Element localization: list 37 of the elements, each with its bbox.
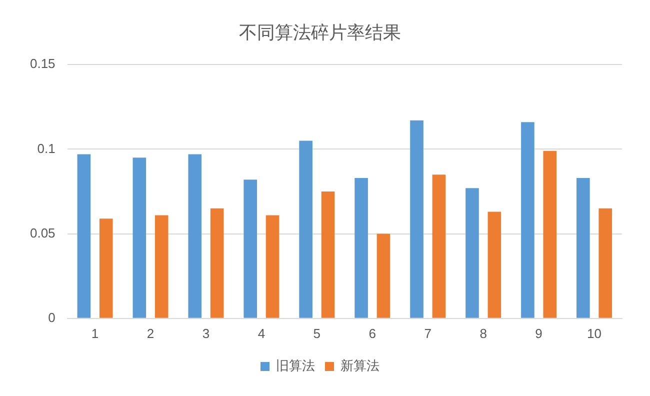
legend-label: 新算法: [340, 358, 380, 374]
y-tick-label: 0.05: [30, 225, 56, 240]
bar: [132, 158, 146, 318]
x-tick-label: 7: [424, 326, 432, 341]
bar: [299, 140, 312, 318]
x-tick-label: 3: [202, 326, 210, 341]
y-tick-label: 0.15: [30, 56, 56, 72]
x-tick-label: 4: [258, 326, 266, 341]
bar: [321, 192, 335, 318]
bar: [354, 178, 368, 318]
bar: [576, 178, 590, 318]
bar: [154, 215, 168, 318]
bar: [410, 120, 424, 318]
x-tick-label: 9: [535, 326, 542, 341]
x-tick-label: 6: [368, 326, 376, 341]
x-tick-label: 2: [146, 326, 154, 341]
bar: [598, 208, 612, 318]
y-tick-label: 0: [48, 310, 56, 325]
bar: [466, 188, 479, 318]
x-tick-label: 5: [313, 326, 321, 341]
chart-title: 不同算法碎片率结果: [239, 22, 401, 44]
bar: [266, 215, 280, 318]
bar: [488, 212, 502, 318]
x-tick-label: 1: [91, 326, 99, 341]
x-tick-label: 8: [480, 326, 487, 341]
bar: [99, 218, 113, 318]
y-tick-label: 0.1: [37, 140, 56, 156]
bar: [376, 234, 390, 318]
bar: [244, 180, 258, 318]
bar: [210, 208, 224, 318]
x-tick-label: 10: [587, 326, 602, 341]
bar: [521, 122, 534, 318]
bar: [543, 150, 557, 318]
bar: [77, 154, 91, 318]
legend-label: 旧算法: [276, 358, 315, 374]
bar: [188, 154, 202, 318]
bar: [432, 174, 446, 318]
